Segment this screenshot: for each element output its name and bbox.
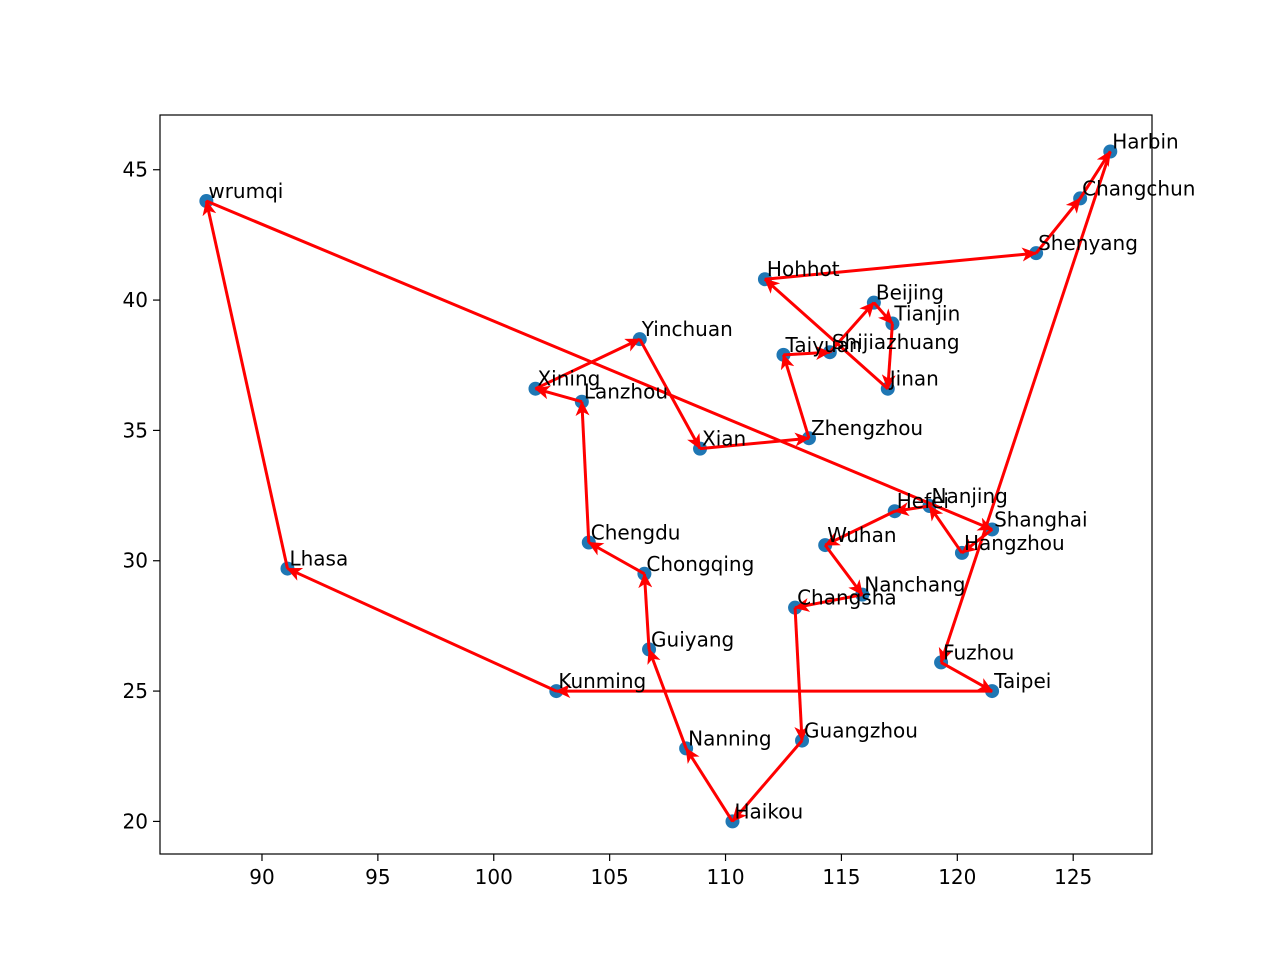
route-segment [961, 528, 993, 555]
route-segment [1034, 197, 1082, 255]
x-tick-label: 100 [475, 865, 513, 889]
route-segment [286, 567, 557, 693]
city-label: Hangzhou [964, 531, 1065, 555]
city-label: Lanzhou [584, 380, 668, 404]
city-label: Xian [702, 427, 746, 451]
city-label: Lhasa [289, 547, 348, 571]
plot-frame [159, 114, 1153, 855]
route-segment [794, 593, 863, 612]
city-label: Guangzhou [804, 719, 918, 743]
city-label: Nanchang [864, 573, 965, 597]
city-label: Chongqing [646, 552, 754, 576]
route-segment [534, 385, 583, 404]
route-segment [872, 301, 894, 325]
city-label: Guiyang [651, 627, 734, 651]
x-tick-label: 105 [591, 865, 629, 889]
city-label: Taipei [993, 669, 1051, 693]
route-segment [534, 337, 641, 391]
city-label: Shanghai [994, 507, 1087, 531]
route-segment [763, 278, 889, 390]
city-label: Jinan [888, 367, 939, 391]
y-axis: 20 25 30 35 40 45 [123, 158, 160, 833]
route-segment [823, 544, 864, 596]
x-tick-label: 125 [1054, 865, 1092, 889]
city-label: Taiyuan [784, 333, 861, 357]
city-label: Chengdu [591, 520, 681, 544]
city-label: Tianjin [893, 302, 960, 326]
city-label: Harbin [1112, 129, 1178, 153]
route-segment [780, 353, 811, 439]
city-label: Zhengzhou [811, 416, 923, 440]
city-label: Xining [537, 367, 600, 391]
route-segment [1078, 150, 1112, 200]
city-label: wrumqi [208, 179, 283, 203]
route-segment [202, 200, 289, 569]
route-segment [940, 661, 993, 693]
city-label: Haikou [734, 799, 803, 823]
route-segment [928, 505, 964, 554]
route-segment [587, 541, 646, 576]
route-segment [699, 432, 810, 451]
route-arrows [202, 150, 1112, 823]
x-tick-label: 95 [365, 865, 390, 889]
route-segment [881, 323, 896, 390]
route-segment [893, 502, 930, 517]
x-tick-label: 115 [822, 865, 860, 889]
route-segment [731, 739, 804, 823]
x-tick-label: 120 [938, 865, 976, 889]
x-tick-label: 110 [706, 865, 744, 889]
x-axis: 90 95 100 105 110 115 120 125 [249, 854, 1092, 889]
route-segment [783, 346, 831, 360]
route-segment [824, 509, 896, 547]
city-label: Nanning [688, 726, 772, 750]
route-segment [938, 151, 1112, 664]
route-segment [575, 400, 591, 543]
route-segment [684, 747, 734, 823]
plot-background [160, 115, 1152, 854]
route-segment [638, 338, 702, 450]
city-label: Hohhot [767, 257, 840, 281]
y-tick-label: 45 [123, 158, 148, 182]
city-label: Yinchuan [641, 317, 733, 341]
route-segment [793, 607, 809, 742]
city-label: Kunming [558, 669, 646, 693]
y-tick-label: 20 [123, 809, 148, 833]
y-tick-label: 25 [123, 679, 148, 703]
city-label: Changchun [1082, 176, 1195, 200]
x-tick-label: 90 [249, 865, 274, 889]
city-label: Shenyang [1038, 231, 1138, 255]
city-label: Nanjing [931, 484, 1007, 508]
route-segment [764, 247, 1038, 281]
y-tick-label: 30 [123, 549, 148, 573]
city-label: Changsha [797, 586, 897, 610]
route-segment [205, 199, 993, 531]
route-segment [638, 572, 653, 650]
route-segment [647, 648, 688, 749]
city-label: Fuzhou [943, 640, 1014, 664]
y-tick-label: 40 [123, 288, 148, 312]
city-label: Wuhan [827, 523, 896, 547]
city-labels: wrumqi Lhasa Kunming Taipei Fuzhou Harbin Chan… [208, 129, 1195, 823]
city-label: Hefei [897, 489, 949, 513]
y-tick-label: 35 [123, 418, 148, 442]
city-label: Shijiazhuang [832, 330, 960, 354]
city-label: Beijing [876, 281, 944, 305]
